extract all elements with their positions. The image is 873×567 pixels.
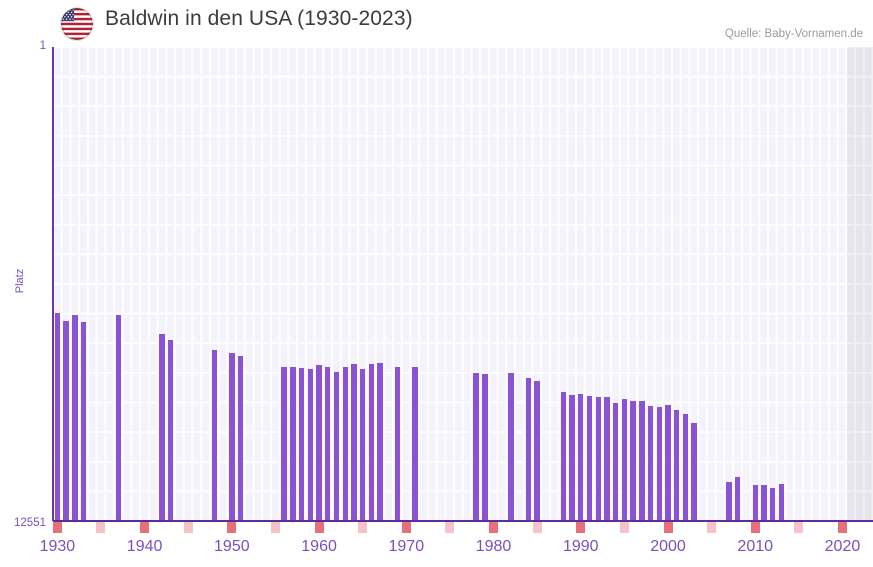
bar[interactable] bbox=[534, 380, 540, 521]
x-axis-tick-major bbox=[227, 522, 237, 533]
x-axis-tick-minor bbox=[183, 522, 193, 533]
bar[interactable] bbox=[482, 374, 488, 521]
bar[interactable] bbox=[595, 396, 601, 521]
x-axis-tick-major bbox=[663, 522, 673, 533]
x-axis-tick-minor bbox=[270, 522, 280, 533]
x-axis-label: 1930 bbox=[39, 538, 76, 555]
us-flag-icon bbox=[61, 8, 93, 40]
bar[interactable] bbox=[80, 321, 87, 521]
x-axis-tick-major bbox=[401, 522, 411, 533]
bar[interactable] bbox=[525, 377, 532, 521]
x-axis-tick-major bbox=[52, 522, 62, 533]
bar[interactable] bbox=[604, 396, 610, 521]
future-range-shading bbox=[846, 47, 873, 521]
x-axis-tick-major bbox=[837, 522, 847, 533]
x-axis-tick-minor bbox=[96, 522, 106, 533]
bar[interactable] bbox=[359, 368, 366, 521]
plot-area bbox=[53, 47, 873, 521]
bar[interactable] bbox=[237, 355, 244, 521]
bar[interactable] bbox=[307, 369, 314, 521]
bar[interactable] bbox=[682, 414, 689, 521]
x-axis-tick-minor bbox=[707, 522, 717, 533]
bar[interactable] bbox=[586, 395, 593, 521]
x-axis-tick-minor bbox=[532, 522, 542, 533]
bar[interactable] bbox=[54, 313, 61, 521]
bar[interactable] bbox=[368, 363, 375, 521]
bar[interactable] bbox=[63, 321, 69, 521]
x-axis-tick-minor bbox=[794, 522, 804, 533]
bar[interactable] bbox=[639, 400, 645, 521]
bar[interactable] bbox=[290, 367, 296, 521]
chart-header: Baldwin in den USA (1930-2023) Quelle: B… bbox=[0, 0, 873, 47]
x-axis-tick-minor bbox=[445, 522, 455, 533]
bar[interactable] bbox=[394, 366, 401, 521]
x-axis-label: 1980 bbox=[475, 538, 512, 555]
x-axis-label: 1990 bbox=[562, 538, 599, 555]
y-axis-line bbox=[52, 47, 54, 521]
bar[interactable] bbox=[508, 373, 514, 521]
bar[interactable] bbox=[211, 349, 218, 521]
bar[interactable] bbox=[115, 314, 122, 521]
bar[interactable] bbox=[351, 364, 357, 521]
bar[interactable] bbox=[656, 407, 662, 521]
x-axis-tick-minor bbox=[619, 522, 629, 533]
bar[interactable] bbox=[229, 352, 235, 521]
source-attribution: Quelle: Baby-Vornamen.de bbox=[724, 28, 863, 40]
bar[interactable] bbox=[569, 394, 575, 521]
bar[interactable] bbox=[647, 405, 654, 521]
bars-container bbox=[53, 47, 873, 521]
bar[interactable] bbox=[726, 482, 732, 521]
x-axis-label: 1970 bbox=[388, 538, 425, 555]
x-axis-label: 2000 bbox=[650, 538, 686, 555]
bar[interactable] bbox=[630, 400, 636, 521]
bar[interactable] bbox=[159, 334, 165, 521]
y-axis-bottom-label: 12551 bbox=[14, 517, 46, 529]
bar[interactable] bbox=[691, 422, 697, 521]
bar[interactable] bbox=[72, 314, 78, 521]
x-axis-label: 1940 bbox=[126, 538, 163, 555]
x-axis-tick-minor bbox=[358, 522, 368, 533]
bar[interactable] bbox=[298, 368, 305, 521]
grid-lines bbox=[53, 47, 873, 521]
bar[interactable] bbox=[168, 340, 174, 521]
x-axis-label: 2010 bbox=[737, 538, 774, 555]
bar[interactable] bbox=[342, 366, 348, 521]
bar[interactable] bbox=[281, 366, 287, 521]
x-axis-label: 2020 bbox=[824, 538, 861, 555]
bar[interactable] bbox=[316, 365, 322, 521]
bar[interactable] bbox=[778, 483, 785, 521]
bar[interactable] bbox=[325, 367, 331, 521]
bar[interactable] bbox=[761, 485, 767, 521]
bar[interactable] bbox=[377, 363, 383, 521]
x-axis-label: 1960 bbox=[301, 538, 337, 555]
bar[interactable] bbox=[412, 366, 418, 521]
bar[interactable] bbox=[674, 410, 680, 521]
y-axis-title: Platz bbox=[14, 268, 26, 294]
bar[interactable] bbox=[578, 393, 584, 521]
bar[interactable] bbox=[752, 485, 758, 521]
bar[interactable] bbox=[473, 373, 479, 521]
x-axis-tick-major bbox=[489, 522, 499, 533]
x-axis-tick-major bbox=[314, 522, 324, 533]
page-title: Baldwin in den USA (1930-2023) bbox=[105, 7, 413, 30]
y-axis-top-label: 1 bbox=[39, 40, 46, 52]
bar[interactable] bbox=[665, 405, 671, 521]
x-axis-tick-major bbox=[140, 522, 150, 533]
x-axis-line bbox=[53, 520, 873, 522]
bar[interactable] bbox=[769, 488, 776, 521]
bar[interactable] bbox=[621, 398, 628, 521]
x-axis-tick-major bbox=[576, 522, 586, 533]
bar[interactable] bbox=[333, 371, 340, 521]
x-axis-label: 1950 bbox=[214, 538, 250, 555]
x-axis-tick-major bbox=[750, 522, 760, 533]
bar[interactable] bbox=[735, 476, 741, 521]
bar[interactable] bbox=[560, 391, 567, 521]
bar[interactable] bbox=[612, 402, 619, 521]
